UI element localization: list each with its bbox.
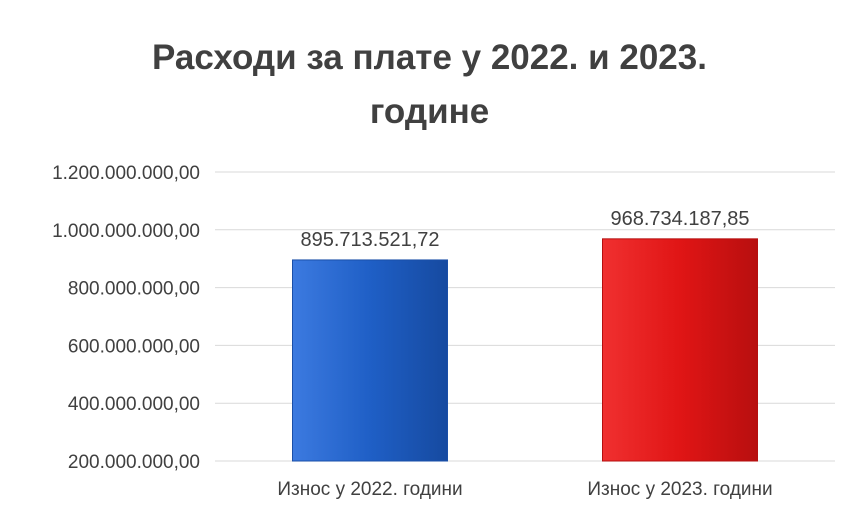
y-tick-label: 1.000.000.000,00	[52, 221, 200, 242]
y-tick-label: 800.000.000,00	[68, 279, 200, 300]
chart-title-line-2: године	[369, 92, 490, 131]
data-label: 968.734.187,85	[610, 208, 749, 230]
y-tick-label: 200.000.000,00	[68, 452, 200, 473]
bar	[602, 238, 758, 462]
x-tick-label: Износ у 2023. години	[587, 479, 772, 500]
bar	[292, 259, 448, 462]
y-tick-label: 600.000.000,00	[68, 336, 200, 357]
y-tick-label: 1.200.000.000,00	[52, 163, 200, 184]
x-tick-label: Износ у 2022. години	[277, 479, 462, 500]
chart-title-line-1: Расходи за плате у 2022. и 2023.	[152, 38, 707, 77]
y-tick-label: 400.000.000,00	[68, 394, 200, 415]
data-label: 895.713.521,72	[300, 229, 439, 251]
